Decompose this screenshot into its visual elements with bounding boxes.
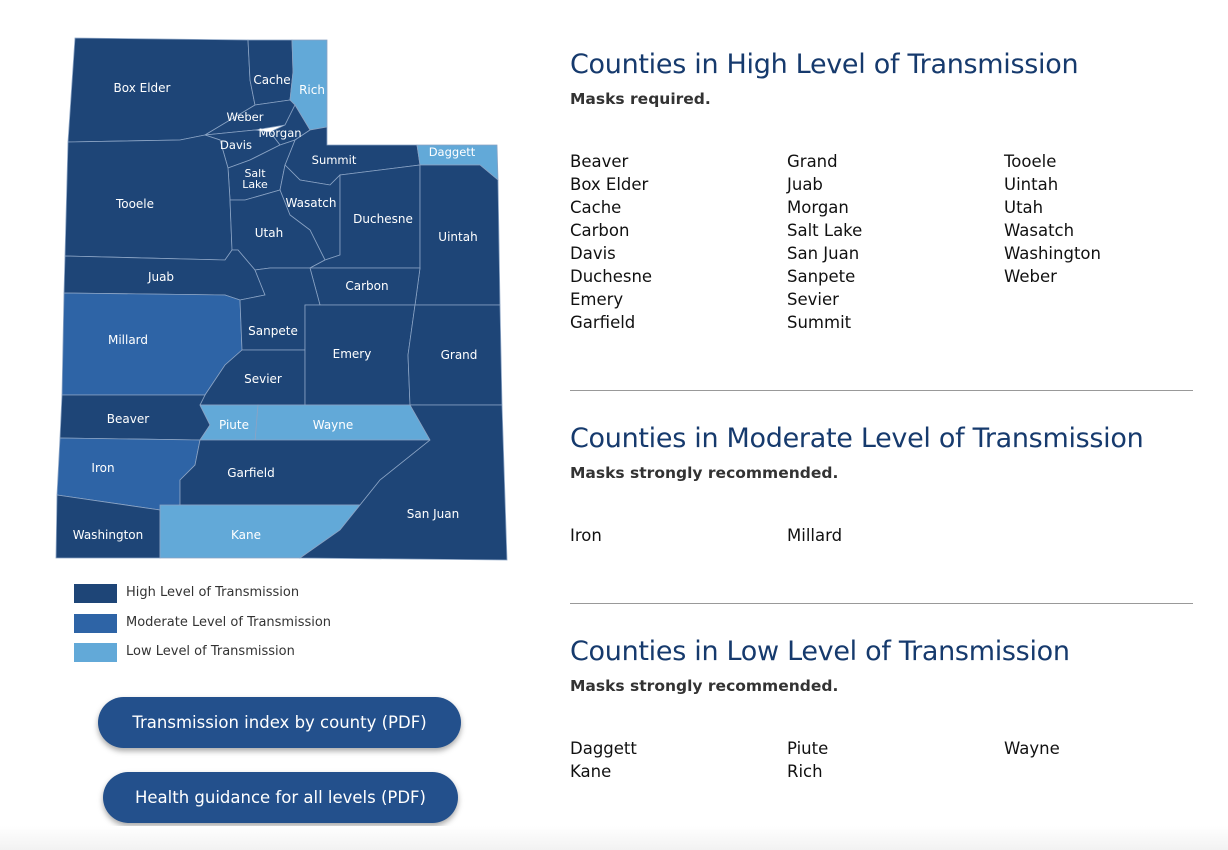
legend-label: Low Level of Transmission	[126, 644, 295, 659]
high-transmission-section: Counties in High Level of Transmission M…	[570, 49, 1193, 332]
legend-swatch-low	[74, 643, 117, 662]
county-column: Iron	[570, 524, 780, 547]
county-label-millard: Millard	[108, 333, 148, 347]
county-list-item: San Juan	[787, 244, 860, 263]
county-list-item: Grand	[787, 152, 838, 171]
section-subtitle: Masks strongly recommended.	[570, 464, 839, 482]
moderate-transmission-section: Counties in Moderate Level of Transmissi…	[570, 423, 1193, 545]
county-label-wasatch: Wasatch	[286, 196, 337, 210]
low-transmission-section: Counties in Low Level of Transmission Ma…	[570, 636, 1193, 781]
county-label-emery: Emery	[333, 347, 372, 361]
county-list-item: Daggett	[570, 739, 637, 758]
county-list-item: Tooele	[1004, 152, 1057, 171]
county-list-item: Duchesne	[570, 267, 653, 286]
county-list-item: Uintah	[1004, 175, 1059, 194]
section-subtitle: Masks strongly recommended.	[570, 677, 839, 695]
county-label-tooele: Tooele	[115, 197, 154, 211]
county-label-washington: Washington	[73, 528, 144, 542]
county-label-carbon: Carbon	[345, 279, 388, 293]
legend-swatch-moderate	[74, 614, 117, 633]
county-label-morgan: Morgan	[258, 126, 301, 140]
county-list-item: Morgan	[787, 198, 849, 217]
health-guidance-pdf-button[interactable]: Health guidance for all levels (PDF)	[103, 772, 458, 823]
county-label-iron: Iron	[91, 461, 114, 475]
county-label-rich: Rich	[299, 83, 325, 97]
county-column: Wayne	[1004, 737, 1214, 760]
county-label-duchesne: Duchesne	[353, 212, 413, 226]
divider	[570, 603, 1193, 604]
county-list-item: Millard	[787, 526, 843, 545]
page-footer-fade	[0, 826, 1228, 850]
county-label-summit: Summit	[312, 153, 357, 167]
county-list-item: Weber	[1004, 267, 1057, 286]
county-label-wayne: Wayne	[313, 418, 354, 432]
section-title: Counties in Moderate Level of Transmissi…	[570, 423, 1144, 454]
county-column: Daggett Kane	[570, 737, 780, 783]
county-label-beaver: Beaver	[107, 412, 149, 426]
county-list-item: Wasatch	[1004, 221, 1075, 240]
transmission-index-pdf-button[interactable]: Transmission index by county (PDF)	[98, 697, 461, 748]
county-list-item: Salt Lake	[787, 221, 863, 240]
county-label-weber: Weber	[227, 110, 264, 124]
county-label-sanpete: Sanpete	[248, 324, 298, 338]
county-list-item: Sanpete	[787, 267, 856, 286]
county-list-item: Washington	[1004, 244, 1101, 263]
county-list-item: Beaver	[570, 152, 629, 171]
legend-label: Moderate Level of Transmission	[126, 615, 332, 630]
county-label-salt-lake: Salt Lake	[242, 167, 268, 191]
section-subtitle: Masks required.	[570, 90, 711, 108]
county-label-grand: Grand	[441, 348, 478, 362]
county-list-item: Sevier	[787, 290, 839, 309]
county-list-item: Davis	[570, 244, 616, 263]
county-column: Millard	[787, 524, 997, 547]
county-label-daggett: Daggett	[429, 145, 476, 159]
county-san-juan	[298, 404, 508, 561]
county-label-utah: Utah	[255, 226, 283, 240]
county-list-item: Juab	[787, 175, 823, 194]
county-label-cache: Cache	[253, 73, 290, 87]
county-label-piute: Piute	[219, 418, 249, 432]
county-label-davis: Davis	[220, 138, 252, 152]
county-list-item: Cache	[570, 198, 622, 217]
county-label-box-elder: Box Elder	[114, 81, 171, 95]
county-list-item: Emery	[570, 290, 624, 309]
county-list-item: Box Elder	[570, 175, 649, 194]
county-column: Piute Rich	[787, 737, 997, 783]
section-title: Counties in High Level of Transmission	[570, 49, 1079, 80]
section-title: Counties in Low Level of Transmission	[570, 636, 1070, 667]
county-column: Beaver Box Elder Cache Carbon Davis Duchesne E…	[570, 150, 780, 334]
county-label-uintah: Uintah	[438, 230, 477, 244]
county-list-item: Kane	[570, 762, 612, 781]
county-list-item: Garfield	[570, 313, 636, 332]
county-list-item: Summit	[787, 313, 852, 332]
county-list-item: Iron	[570, 526, 602, 545]
county-label-juab: Juab	[147, 270, 174, 284]
county-list-item: Rich	[787, 762, 823, 781]
county-list-item: Piute	[787, 739, 829, 758]
legend-swatch-high	[74, 584, 117, 603]
county-list-item: Carbon	[570, 221, 630, 240]
legend-label: High Level of Transmission	[126, 585, 300, 600]
county-column: Tooele Uintah Utah Wasatch Washington Weber	[1004, 150, 1214, 288]
county-column: Grand Juab Morgan Salt Lake San Juan Sanpete S…	[787, 150, 997, 334]
divider	[570, 390, 1193, 391]
county-label-sevier: Sevier	[244, 372, 282, 386]
county-list-item: Wayne	[1004, 739, 1060, 758]
county-label-kane: Kane	[231, 528, 261, 542]
county-label-garfield: Garfield	[227, 466, 274, 480]
county-label-san-juan: San Juan	[407, 507, 460, 521]
county-list-item: Utah	[1004, 198, 1044, 217]
utah-county-map: Box Elder Cache Rich Weber Morgan Davis Summit…	[55, 37, 508, 561]
